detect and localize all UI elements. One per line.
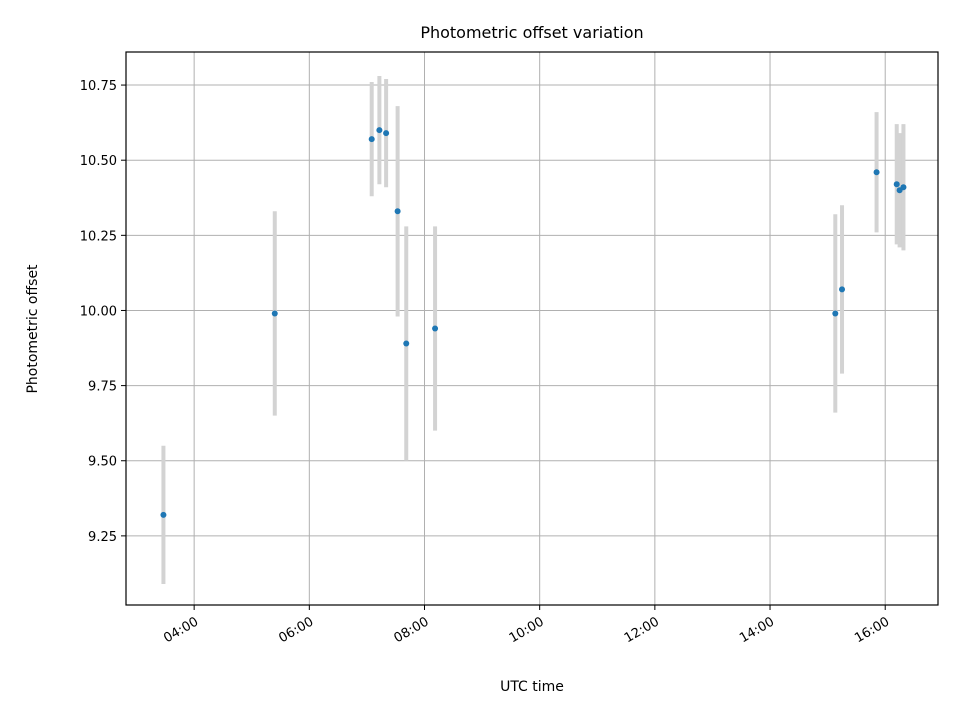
data-point [894, 181, 900, 187]
y-tick-label: 9.25 [88, 530, 117, 545]
y-tick-label: 9.75 [88, 380, 117, 395]
data-point [874, 169, 880, 175]
y-tick-label: 10.00 [80, 304, 117, 319]
chart-title: Photometric offset variation [420, 23, 643, 42]
data-point [432, 326, 438, 332]
data-point [160, 512, 166, 518]
y-tick-label: 10.25 [80, 229, 117, 244]
data-point [900, 184, 906, 190]
y-tick-label: 10.50 [80, 154, 117, 169]
y-axis-label: Photometric offset [25, 264, 41, 394]
x-axis-label: UTC time [500, 679, 564, 695]
y-tick-label: 10.75 [80, 79, 117, 94]
data-point [403, 341, 409, 347]
data-point [839, 286, 845, 292]
data-point [832, 310, 838, 316]
data-point [369, 136, 375, 142]
data-point [395, 208, 401, 214]
data-point [272, 310, 278, 316]
y-tick-label: 9.50 [88, 455, 117, 470]
data-point [376, 127, 382, 133]
data-point [383, 130, 389, 136]
